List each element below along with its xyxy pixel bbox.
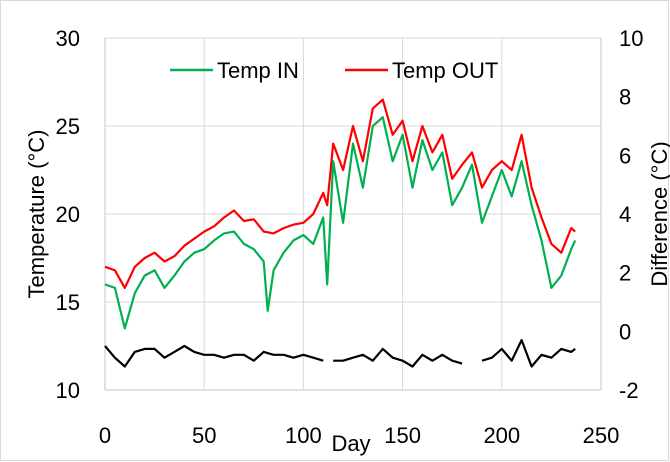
axes bbox=[104, 38, 602, 391]
y-axis-title: Temperature (°C) bbox=[24, 130, 49, 299]
x-tick-label-150: 150 bbox=[384, 423, 421, 448]
y-tick-label-25: 25 bbox=[56, 114, 80, 139]
y-tick-label-10: 10 bbox=[56, 378, 80, 403]
y-tick-label-20: 20 bbox=[56, 202, 80, 227]
x-tick-label-50: 50 bbox=[192, 423, 216, 448]
y-tick-label-30: 30 bbox=[56, 26, 80, 51]
x-tick-label-0: 0 bbox=[99, 423, 111, 448]
series-line-temp-out bbox=[104, 98, 576, 289]
gridlines bbox=[105, 37, 602, 390]
y2-tick-label-4: 4 bbox=[619, 202, 631, 227]
y2-tick-label-10: 10 bbox=[619, 26, 643, 51]
y-tick-label-15: 15 bbox=[56, 290, 80, 315]
tick-labels: 0 50 100 150 200 250 10 15 20 25 30 -2 0 2 4 6 8 10 bbox=[56, 26, 644, 448]
legend-label-temp-in: Temp IN bbox=[217, 58, 299, 83]
y2-tick-label-8: 8 bbox=[619, 85, 631, 110]
series-lines bbox=[104, 98, 577, 368]
series-line-temp-in bbox=[104, 116, 577, 330]
y2-tick-label-2: 2 bbox=[619, 261, 631, 286]
series-line-difference bbox=[104, 339, 576, 368]
y2-axis-title: Difference (°C) bbox=[647, 141, 670, 286]
y2-tick-label--2: -2 bbox=[619, 378, 639, 403]
x-tick-label-200: 200 bbox=[483, 423, 520, 448]
y2-tick-label-6: 6 bbox=[619, 143, 631, 168]
x-tick-label-100: 100 bbox=[285, 423, 322, 448]
y2-tick-label-0: 0 bbox=[619, 319, 631, 344]
legend: Temp IN Temp OUT bbox=[170, 58, 498, 83]
x-tick-label-250: 250 bbox=[583, 423, 620, 448]
legend-label-temp-out: Temp OUT bbox=[392, 58, 498, 83]
x-axis-title: Day bbox=[331, 431, 370, 456]
